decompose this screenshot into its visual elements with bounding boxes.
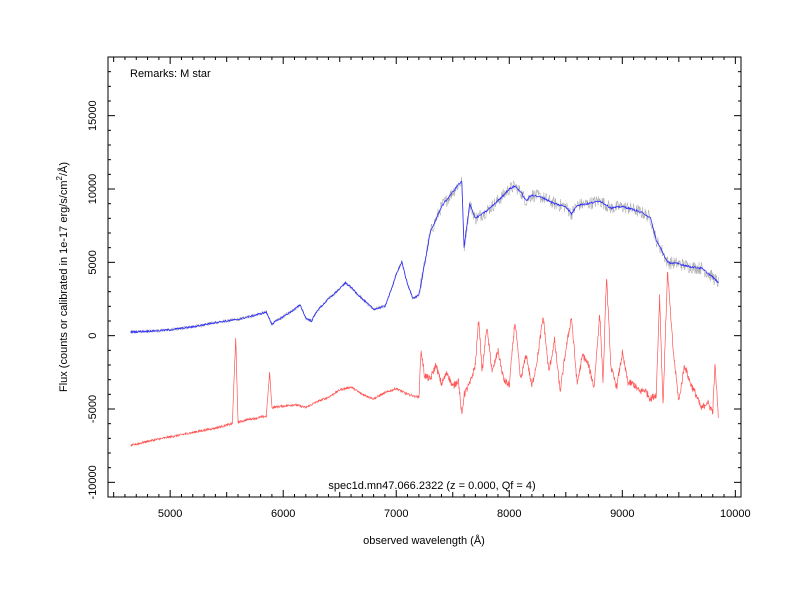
y-tick-label: 10000 — [87, 174, 99, 205]
x-tick-labels: 5000 6000 7000 8000 9000 10000 — [158, 508, 751, 520]
x-tick-label: 7000 — [384, 508, 408, 520]
error-spectrum-line — [130, 271, 719, 447]
smoothed-flux-line — [130, 181, 719, 334]
raw-flux-line — [130, 176, 719, 334]
remarks-annotation: Remarks: M star — [130, 68, 211, 80]
y-axis-title-end: /Å) — [57, 162, 70, 176]
x-tick-label: 10000 — [720, 508, 751, 520]
spectrum-id-annotation: spec1d.mn47.066.2322 (z = 0.000, Qf = 4) — [328, 480, 535, 492]
x-tick-label: 8000 — [497, 508, 521, 520]
series-layer — [130, 176, 719, 447]
x-tick-label: 5000 — [158, 508, 182, 520]
y-axis-title: Flux (counts or calibrated in 1e-17 erg/… — [55, 162, 70, 392]
y-tick-label: 5000 — [87, 250, 99, 274]
x-tick-label: 6000 — [271, 508, 295, 520]
y-tick-label: -5000 — [87, 395, 99, 423]
axes-ticks — [108, 56, 741, 498]
y-tick-label: -10000 — [87, 465, 99, 499]
y-tick-label: 0 — [87, 333, 99, 339]
y-tick-labels: -10000 -5000 0 5000 10000 15000 — [87, 100, 99, 499]
x-axis-title: observed wavelength (Å) — [363, 534, 485, 547]
y-tick-label: 15000 — [87, 100, 99, 131]
x-tick-label: 9000 — [610, 508, 634, 520]
y-axis-title-superscript: 2 — [55, 175, 64, 180]
y-axis-title-main: Flux (counts or calibrated in 1e-17 erg/… — [58, 180, 70, 392]
